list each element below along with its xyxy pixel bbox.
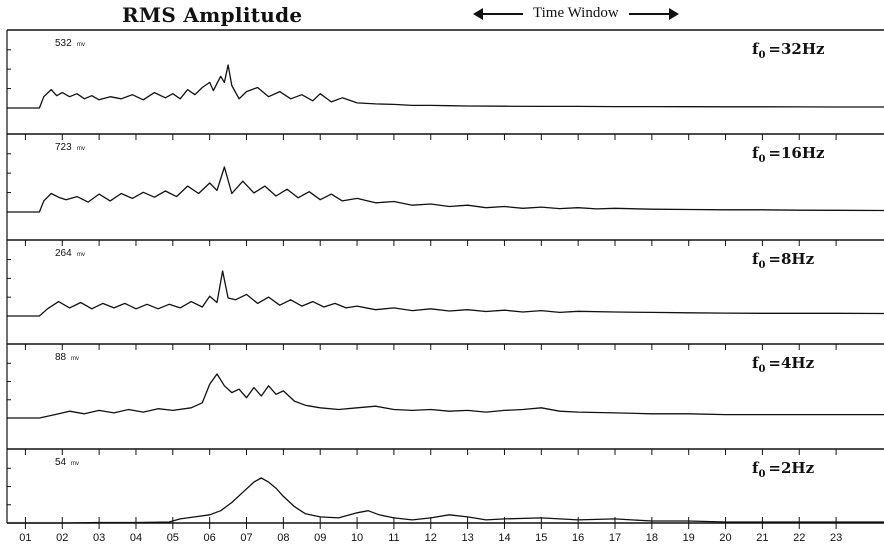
peak-label: 723 (55, 142, 72, 153)
arrow-left-icon (473, 7, 523, 20)
peak-label: 532 (55, 38, 72, 49)
x-tick-label: 18 (646, 532, 658, 544)
x-tick-label: 04 (130, 532, 142, 544)
x-tick-label: 10 (351, 532, 363, 544)
peak-label: 54 (55, 457, 67, 468)
freq-label: f0 =8Hz (752, 250, 815, 271)
peak-unit: mv (71, 461, 79, 467)
freq-label: f0 =4Hz (752, 354, 815, 375)
freq-label: f0 =32Hz (752, 40, 825, 61)
x-tick-label: 06 (204, 532, 216, 544)
peak-label: 88 (55, 352, 67, 363)
x-tick-label: 22 (793, 532, 805, 544)
x-tick-label: 09 (314, 532, 326, 544)
peak-unit: mv (77, 252, 85, 258)
series-line-2hz (7, 477, 884, 524)
series-line-32hz (7, 64, 884, 109)
peak-label: 264 (55, 248, 72, 259)
series-line-8hz (7, 270, 884, 317)
chart-title: RMS Amplitude (122, 3, 303, 27)
x-tick-label: 15 (535, 532, 547, 544)
x-tick-label: 19 (683, 532, 695, 544)
series-line-16hz (7, 166, 884, 213)
time-window-text: Time Window (533, 5, 619, 22)
x-tick-label: 20 (719, 532, 731, 544)
x-tick-label: 02 (56, 532, 68, 544)
freq-label: f0 =2Hz (752, 459, 815, 480)
x-tick-label: 17 (609, 532, 621, 544)
x-tick-label: 13 (461, 532, 473, 544)
freq-label: f0 =16Hz (752, 144, 825, 165)
arrow-right-icon (628, 7, 679, 20)
x-tick-label: 23 (830, 532, 842, 544)
x-tick-label: 14 (498, 532, 510, 544)
peak-unit: mv (77, 146, 85, 152)
x-tick-label: 11 (388, 532, 399, 544)
x-tick-label: 21 (756, 532, 768, 544)
x-tick-label: 12 (425, 532, 437, 544)
peak-unit: mv (77, 42, 85, 48)
time-window-label: Time Window (473, 5, 679, 22)
x-tick-label: 16 (572, 532, 584, 544)
x-tick-label: 08 (277, 532, 289, 544)
x-tick-label: 01 (19, 532, 31, 544)
x-tick-label: 07 (240, 532, 252, 544)
chart-header: RMS Amplitude Time Window (0, 0, 884, 30)
x-tick-label: 05 (167, 532, 179, 544)
x-tick-label: 03 (93, 532, 105, 544)
series-line-4hz (7, 373, 884, 419)
peak-unit: mv (71, 356, 79, 362)
